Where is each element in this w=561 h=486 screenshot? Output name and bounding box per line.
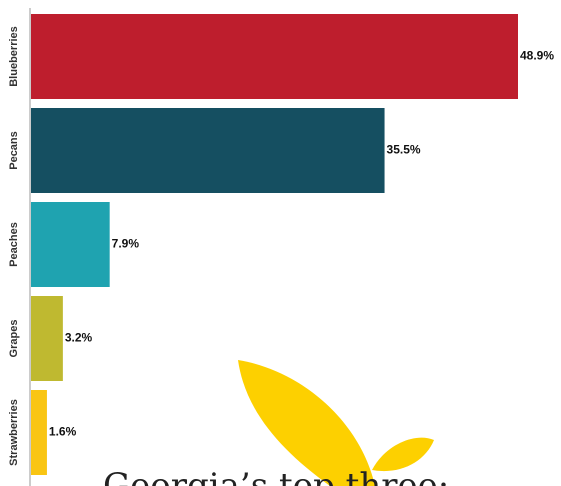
category-label: Blueberries: [8, 26, 20, 87]
bar: [31, 390, 47, 475]
category-label: Pecans: [8, 131, 20, 170]
leaf-decoration: [372, 437, 434, 472]
leaf-decoration: [238, 360, 375, 486]
value-label: 35.5%: [387, 143, 421, 157]
bar: [31, 202, 110, 287]
category-label: Strawberries: [8, 399, 20, 466]
bar: [31, 296, 63, 381]
bar: [31, 108, 385, 193]
value-label: 48.9%: [520, 49, 554, 63]
category-label: Grapes: [8, 320, 20, 358]
bar: [31, 14, 518, 99]
value-label: 7.9%: [112, 237, 140, 251]
annotation: Georgia’s top three:: [103, 466, 449, 486]
category-label: Peaches: [8, 222, 20, 267]
value-label: 1.6%: [49, 425, 77, 439]
value-label: 3.2%: [65, 331, 93, 345]
